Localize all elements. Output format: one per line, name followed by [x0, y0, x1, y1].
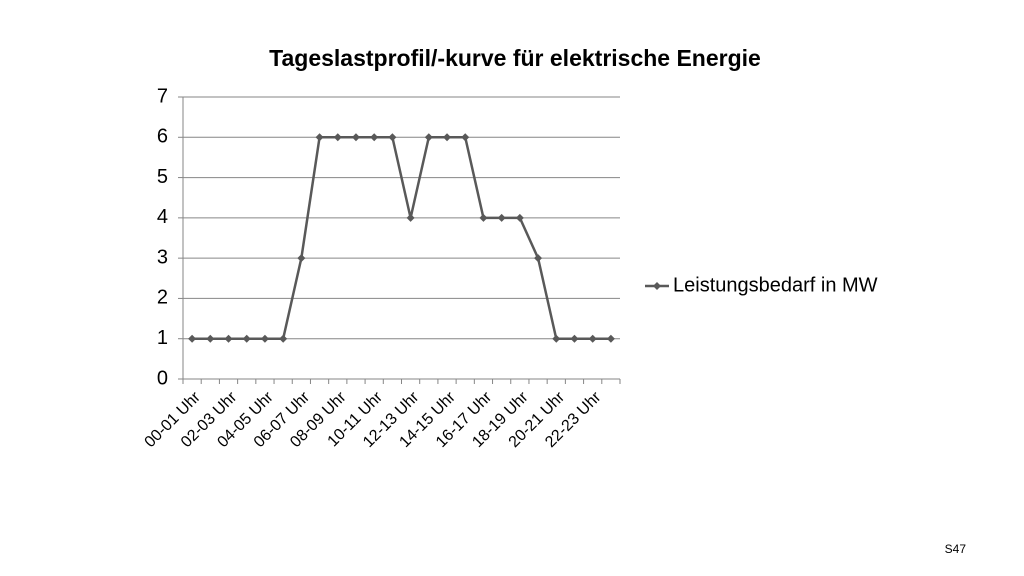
data-point	[279, 334, 288, 343]
data-point	[351, 133, 360, 142]
data-point	[242, 334, 251, 343]
legend-marker	[653, 282, 661, 290]
data-point	[188, 334, 197, 343]
data-point	[370, 133, 379, 142]
data-point	[497, 213, 506, 222]
data-point	[297, 254, 306, 263]
data-point	[443, 133, 452, 142]
y-tick-label: 6	[157, 126, 168, 148]
data-point	[206, 334, 215, 343]
data-point	[552, 334, 561, 343]
series-line	[192, 136, 611, 340]
data-point	[606, 334, 615, 343]
data-point	[424, 133, 433, 142]
slide-number: S47	[945, 542, 967, 556]
y-tick-label: 0	[157, 367, 168, 389]
y-tick-label: 7	[157, 85, 168, 107]
data-point	[388, 133, 397, 142]
y-tick-label: 3	[157, 246, 168, 268]
data-point	[588, 334, 597, 343]
y-tick-label: 5	[157, 166, 168, 188]
legend-label: Leistungsbedarf in MW	[673, 274, 878, 296]
data-point	[224, 334, 233, 343]
data-point	[315, 133, 324, 142]
data-point	[461, 133, 470, 142]
chart-title: Tageslastprofil/-kurve für elektrische E…	[269, 45, 761, 71]
data-point	[515, 213, 524, 222]
data-point	[406, 213, 415, 222]
y-tick-label: 1	[157, 327, 168, 349]
y-tick-label: 4	[157, 206, 168, 228]
data-point	[570, 334, 579, 343]
data-point	[534, 254, 543, 263]
data-point	[260, 334, 269, 343]
data-point	[333, 133, 342, 142]
y-tick-label: 2	[157, 287, 168, 309]
data-point	[479, 213, 488, 222]
